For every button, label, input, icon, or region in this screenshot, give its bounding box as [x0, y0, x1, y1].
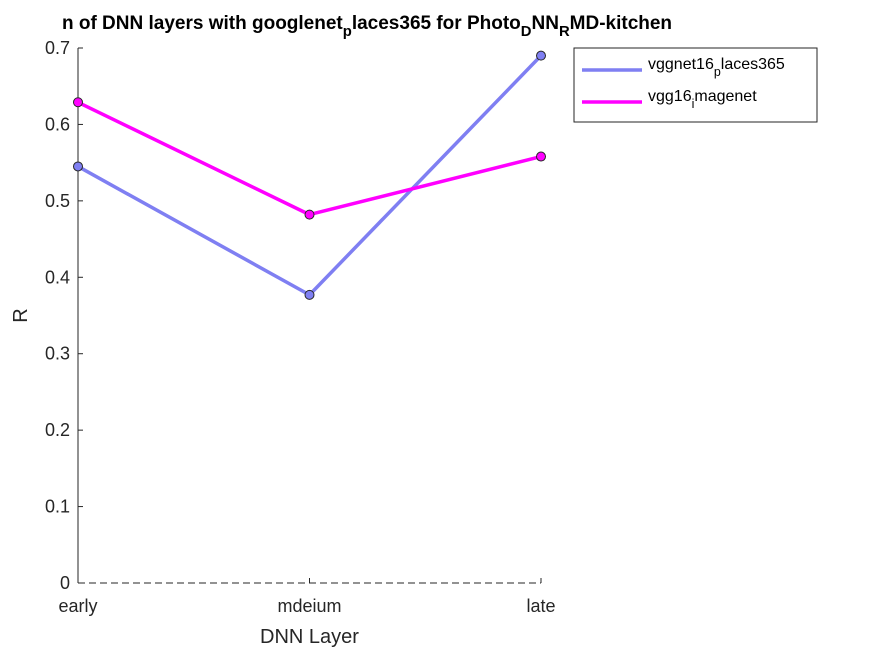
- chart-title: n of DNN layers with googlenetplaces365 …: [62, 13, 672, 40]
- x-tick-label: early: [58, 596, 97, 616]
- y-tick-label: 0.1: [45, 497, 70, 517]
- chart-title-text: n of DNN layers with googlenetplaces365 …: [62, 13, 672, 40]
- y-tick-label: 0.2: [45, 420, 70, 440]
- x-tick-label: late: [526, 596, 555, 616]
- data-point: [536, 50, 546, 61]
- y-tick-label: 0.6: [45, 114, 70, 134]
- data-point: [536, 151, 546, 162]
- y-tick-label: 0: [60, 573, 70, 593]
- data-point: [73, 161, 83, 172]
- y-tick-label: 0.7: [45, 38, 70, 58]
- y-axis-label: R: [10, 308, 32, 322]
- x-axis-label: DNN Layer: [260, 626, 359, 648]
- y-tick-label: 0.5: [45, 191, 70, 211]
- series-layer: [73, 50, 546, 300]
- data-point: [304, 209, 315, 220]
- x-tick-label: mdeium: [277, 596, 341, 616]
- data-point: [304, 289, 315, 300]
- legend-label: vggnet16places365: [648, 56, 785, 79]
- data-point: [73, 97, 83, 108]
- legend-box: [573, 47, 818, 123]
- legend-label: vgg16imagenet: [648, 88, 757, 111]
- y-tick-label: 0.4: [45, 267, 70, 287]
- y-tick-label: 0.3: [45, 344, 70, 364]
- axes: 0 0.1 0.2 0.3 0.4 0.5 0.6 0.7 early mdeium late DNN…: [10, 38, 556, 648]
- series-line-2: [77, 100, 542, 217]
- legend: vggnet16places365 vgg16imagenet: [573, 47, 818, 123]
